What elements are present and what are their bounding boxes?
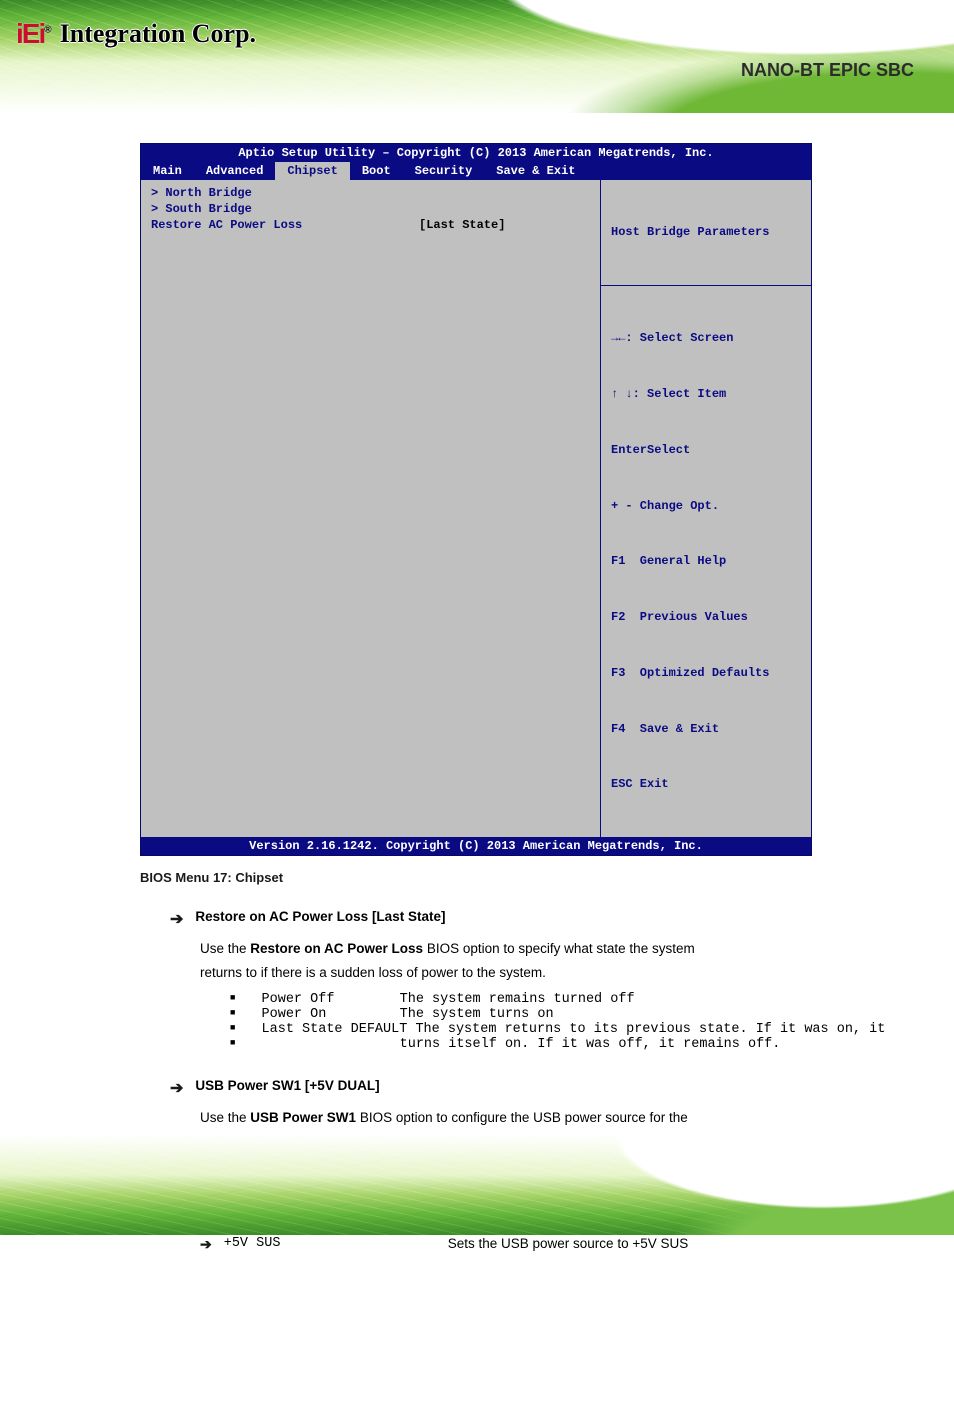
bios-panel: Aptio Setup Utility – Copyright (C) 2013… (140, 143, 812, 856)
body-bold: Restore on AC Power Loss (250, 941, 423, 956)
nav-hint-1: ↑ ↓: Select Item (611, 385, 801, 404)
list-item-text: The system turns on (400, 1007, 554, 1022)
item-heading: ➔ USB Power SW1 [+5V DUAL] (170, 1078, 894, 1098)
body-pre: Use the (200, 941, 250, 956)
bios-tab-chipset[interactable]: Chipset (275, 162, 349, 180)
list-item: Power Off The system remains turned off (230, 992, 894, 1007)
bios-menu: Main Advanced Chipset Boot Security Save… (141, 162, 811, 180)
item-name: Restore on AC Power Loss [Last State] (195, 909, 445, 924)
item-heading: ➔ Restore on AC Power Loss [Last State] (170, 909, 894, 929)
sub-list: Power Off The system remains turned off … (230, 992, 894, 1052)
bios-help-top: Host Bridge Parameters (611, 223, 801, 242)
bios-right-pane: Host Bridge Parameters →←: Select Screen… (601, 180, 811, 837)
item-body: Use the Restore on AC Power Loss BIOS op… (200, 937, 894, 986)
body-post: BIOS option to configure the USB power s… (356, 1110, 688, 1125)
nav-hint-4: F1 General Help (611, 552, 801, 571)
body-line2: returns to if there is a sudden loss of … (200, 965, 546, 980)
list-item-text: The system remains turned off (400, 992, 635, 1007)
brand-logo: iEi® Integration Corp. (16, 18, 256, 50)
bios-footer: Version 2.16.1242. Copyright (C) 2013 Am… (141, 837, 811, 855)
figure-caption: BIOS Menu 17: Chipset (140, 870, 894, 885)
item-restore-ac: ➔ Restore on AC Power Loss [Last State] … (170, 909, 894, 1052)
nav-hint-7: F4 Save & Exit (611, 720, 801, 739)
registered-icon: ® (44, 25, 49, 36)
arrow-right-icon: ➔ (200, 1236, 212, 1253)
footer-swoosh (514, 1135, 954, 1235)
bios-tab-boot[interactable]: Boot (350, 162, 403, 180)
bios-tab-saveexit[interactable]: Save & Exit (484, 162, 587, 180)
list-item-text: The system returns to its previous state… (415, 1022, 885, 1037)
nav-hint-0: →←: Select Screen (611, 329, 801, 348)
bios-body: > North Bridge > South Bridge Restore AC… (141, 180, 811, 837)
option-desc: Sets the USB power source to +5V SUS (448, 1236, 689, 1251)
logo-text: Integration Corp. (60, 19, 256, 49)
nav-hint-3: + - Change Opt. (611, 497, 801, 516)
header-swoosh (354, 0, 954, 113)
footer-band (0, 1135, 954, 1235)
bios-row-restore-ac[interactable]: Restore AC Power Loss [Last State] (151, 218, 590, 232)
logo-core: E (22, 18, 39, 49)
list-item: Last State DEFAULT The system returns to… (230, 1022, 894, 1037)
body-post: BIOS option to specify what state the sy… (423, 941, 695, 956)
product-line-1: NANO-BT EPIC SBC (741, 60, 914, 81)
option-row: ➔ +5V SUS Sets the USB power source to +… (200, 1236, 894, 1253)
list-item: turns itself on. If it was off, it remai… (230, 1037, 894, 1052)
bios-divider (601, 285, 811, 286)
product-title: NANO-BT EPIC SBC (741, 60, 914, 85)
header-band: iEi® Integration Corp. NANO-BT EPIC SBC (0, 0, 954, 113)
bios-tab-security[interactable]: Security (403, 162, 485, 180)
nav-hint-2: EnterSelect (611, 441, 801, 460)
bios-tab-main[interactable]: Main (141, 162, 194, 180)
logo-mark: iEi® (16, 18, 50, 50)
arrow-right-icon: ➔ (170, 1078, 183, 1098)
bios-tab-advanced[interactable]: Advanced (194, 162, 276, 180)
nav-hint-5: F2 Previous Values (611, 608, 801, 627)
bios-title: Aptio Setup Utility – Copyright (C) 2013… (141, 144, 811, 162)
body-bold: USB Power SW1 (250, 1110, 356, 1125)
list-item-text: turns itself on. If it was off, it remai… (400, 1037, 781, 1052)
bios-left-pane: > North Bridge > South Bridge Restore AC… (141, 180, 601, 837)
list-item: Power On The system turns on (230, 1007, 894, 1022)
arrow-right-icon: ➔ (170, 909, 183, 929)
body-pre: Use the (200, 1110, 250, 1125)
bios-row-south-bridge[interactable]: > South Bridge (151, 202, 590, 216)
nav-hint-6: F3 Optimized Defaults (611, 664, 801, 683)
option-value: +5V SUS (224, 1236, 354, 1251)
item-name: USB Power SW1 [+5V DUAL] (195, 1078, 379, 1093)
bios-row-north-bridge[interactable]: > North Bridge (151, 186, 590, 200)
nav-hint-8: ESC Exit (611, 775, 801, 794)
